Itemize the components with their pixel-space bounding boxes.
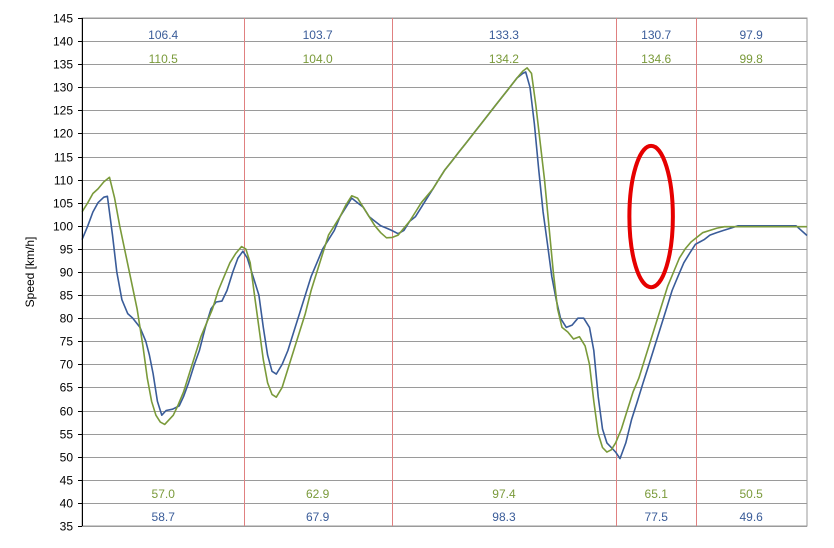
section-2-max-a-label: 103.7 (303, 28, 333, 42)
y-tick-label-140: 140 (53, 35, 73, 49)
y-tick-label-50: 50 (60, 451, 74, 465)
gridlines (81, 17, 808, 527)
y-tick-label-95: 95 (60, 243, 74, 257)
section-5-max-b-label: 99.8 (739, 52, 763, 66)
y-tick-label-110: 110 (54, 174, 73, 188)
section-2-max-b-label: 104.0 (303, 52, 333, 66)
highlight-ellipse (627, 143, 675, 290)
highlight-annotation (627, 143, 675, 290)
section-5-min-a-label: 49.6 (739, 510, 763, 524)
section-1-max-a-label: 106.4 (148, 28, 178, 42)
section-4-min-b-label: 65.1 (645, 487, 669, 501)
series-lines (81, 67, 808, 460)
section-3-max-b-label: 134.2 (489, 52, 519, 66)
y-axis: 35 40 45 50 55 60 65 70 75 80 85 90 95 100 105 110 115 12… (53, 12, 83, 534)
y-tick-label-135: 135 (53, 58, 73, 72)
section-5-max-a-label: 97.9 (739, 28, 763, 42)
section-4-max-a-label: 130.7 (641, 28, 671, 42)
y-tick-label-90: 90 (60, 266, 74, 280)
section-3-min-a-label: 98.3 (492, 510, 516, 524)
y-tick-label-55: 55 (60, 428, 74, 442)
section-3-min-b-label: 97.4 (492, 487, 516, 501)
y-tick-label-105: 105 (53, 197, 73, 211)
y-tick-label-85: 85 (60, 289, 74, 303)
y-tick-label-120: 120 (53, 127, 73, 141)
section-4-max-b-label: 134.6 (641, 52, 671, 66)
series-line-b (81, 67, 807, 453)
section-3-max-a-label: 133.3 (489, 28, 519, 42)
y-tick-label-65: 65 (60, 381, 74, 395)
y-tick-label-40: 40 (60, 497, 74, 511)
section-1-min-b-label: 57.0 (152, 487, 176, 501)
section-4-min-a-label: 77.5 (645, 510, 669, 524)
section-value-labels: 106.4 110.5 57.0 58.7 103.7 104.0 62.9 67.9 133.… (148, 28, 763, 524)
section-2-min-b-label: 62.9 (306, 487, 330, 501)
section-1-min-a-label: 58.7 (152, 510, 176, 524)
y-tick-label-145: 145 (53, 12, 73, 26)
y-tick-label-100: 100 (53, 220, 73, 234)
y-tick-label-60: 60 (60, 405, 74, 419)
y-tick-label-35: 35 (60, 520, 74, 534)
y-tick-label-80: 80 (60, 312, 74, 326)
y-tick-label-70: 70 (60, 358, 74, 372)
series-line-a (81, 71, 808, 460)
y-tick-label-130: 130 (53, 81, 73, 95)
y-tick-label-45: 45 (60, 474, 74, 488)
section-2-min-a-label: 67.9 (306, 510, 330, 524)
section-1-max-b-label: 110.5 (149, 52, 178, 66)
y-tick-label-75: 75 (60, 335, 74, 349)
y-axis-label: Speed [km/h] (23, 237, 37, 308)
y-tick-label-115: 115 (54, 151, 73, 165)
y-tick-label-125: 125 (53, 104, 73, 118)
section-5-min-b-label: 50.5 (739, 487, 763, 501)
